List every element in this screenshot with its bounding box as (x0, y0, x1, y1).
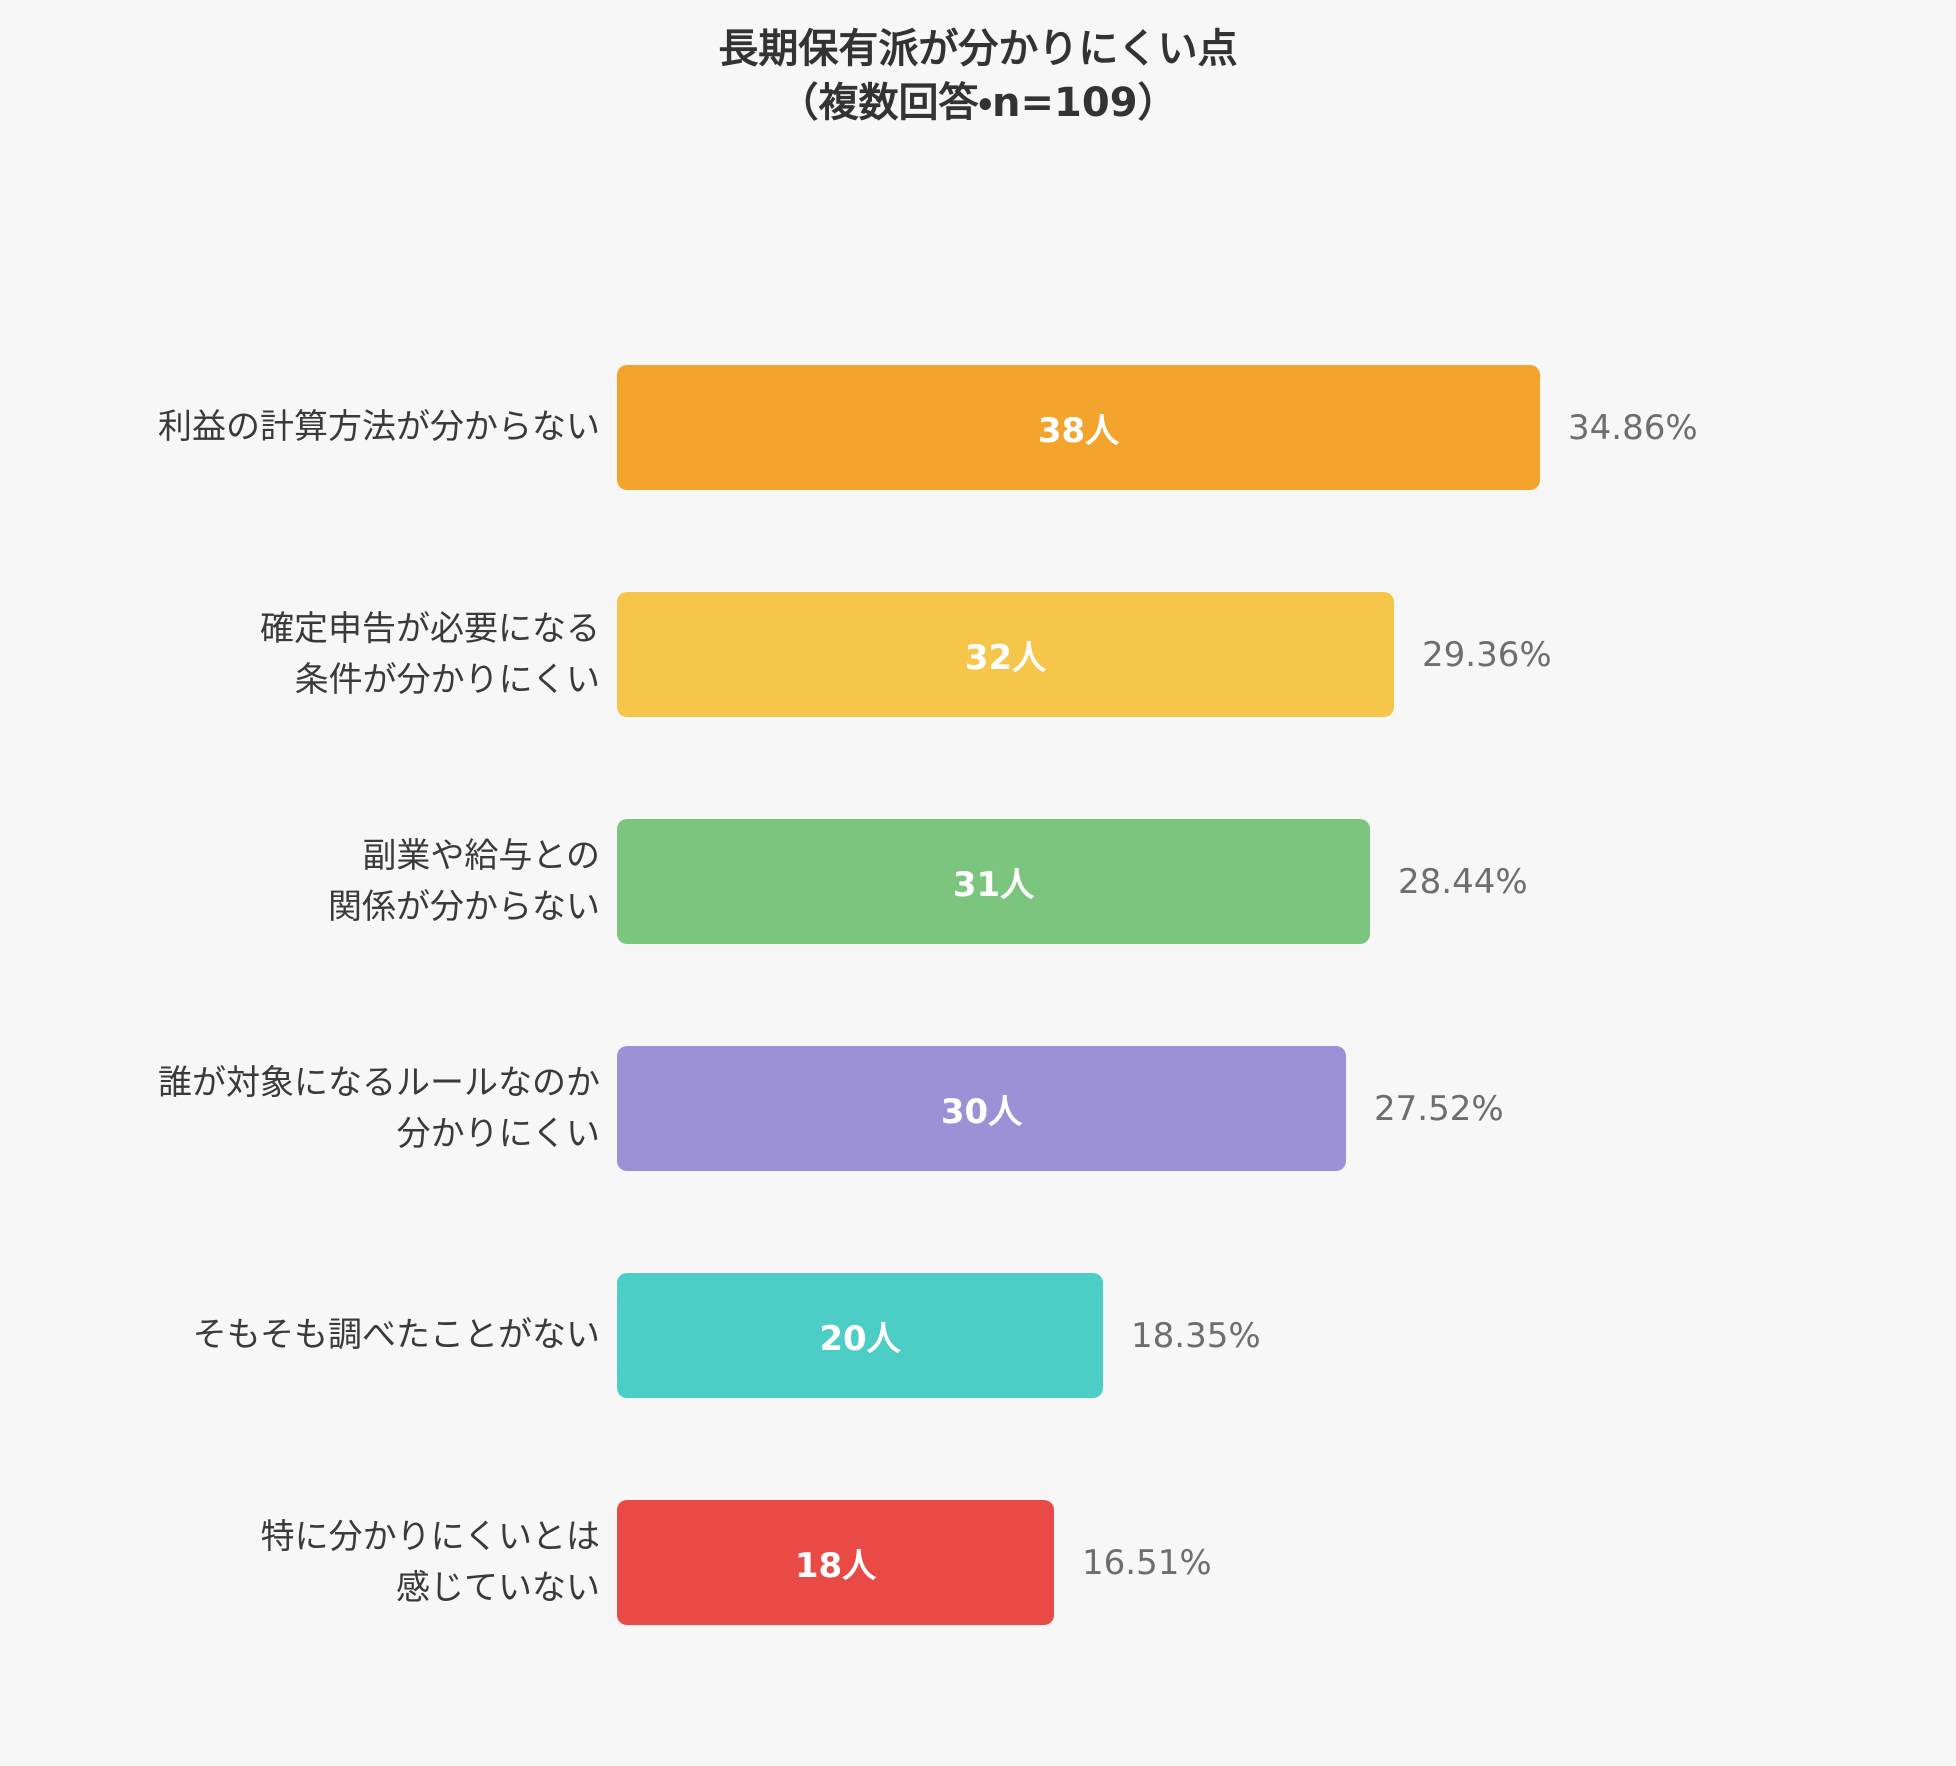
bar: 20人 (617, 1273, 1103, 1398)
bar-track: 30人 27.52% (617, 1046, 1504, 1171)
bar-value-label: 32人 (964, 638, 1047, 678)
bar-value-label: 20人 (819, 1319, 901, 1359)
bar-row: 確定申告が必要になる 条件が分かりにくい 32人 29.36% (0, 541, 1956, 768)
bar-value-label: 30人 (940, 1092, 1023, 1132)
percent-label: 16.51% (1082, 1542, 1212, 1583)
bar: 38人 (617, 365, 1540, 490)
bar-row: 利益の計算方法が分からない 38人 34.86% (0, 314, 1956, 541)
bar-row: 副業や給与との 関係が分からない 31人 28.44% (0, 768, 1956, 995)
bar-value-label: 18人 (794, 1546, 877, 1586)
percent-label: 18.35% (1131, 1315, 1261, 1356)
percent-label: 28.44% (1398, 861, 1528, 902)
bar: 30人 (617, 1046, 1346, 1171)
chart-title: 長期保有派が分かりにくい点 （複数回答・n=109） (0, 22, 1956, 130)
bar-track: 20人 18.35% (617, 1273, 1261, 1398)
bar-track: 18人 16.51% (617, 1500, 1212, 1625)
bar-track: 38人 34.86% (617, 365, 1698, 490)
percent-label: 27.52% (1374, 1088, 1504, 1129)
bar-value-label: 38人 (1037, 411, 1120, 451)
percent-label: 29.36% (1422, 634, 1552, 675)
category-label: 誰が対象になるルールなのか 分かりにくい (158, 1062, 600, 1154)
bar-row: 特に分かりにくいとは 感じていない 18人 16.51% (0, 1449, 1956, 1676)
chart-title-line2: （複数回答・n=109） (778, 80, 1178, 126)
bar-track: 31人 28.44% (617, 819, 1528, 944)
bar-value-label: 31人 (952, 865, 1035, 905)
bar-rows: 利益の計算方法が分からない 38人 34.86% 確定申告が必要になる 条件が分… (0, 314, 1956, 1676)
category-label: そもそも調べたことがない (192, 1315, 600, 1355)
bar: 31人 (617, 819, 1370, 944)
bar-row: 誰が対象になるルールなのか 分かりにくい 30人 27.52% (0, 995, 1956, 1222)
category-label: 副業や給与との 関係が分からない (328, 835, 600, 927)
bar-track: 32人 29.36% (617, 592, 1552, 717)
category-label: 確定申告が必要になる 条件が分かりにくい (260, 608, 600, 700)
bar-row: そもそも調べたことがない 20人 18.35% (0, 1222, 1956, 1449)
category-label: 利益の計算方法が分からない (158, 407, 600, 447)
percent-label: 34.86% (1568, 407, 1698, 448)
category-label: 特に分かりにくいとは 感じていない (260, 1516, 600, 1608)
bar: 32人 (617, 592, 1394, 717)
chart-title-line1: 長期保有派が分かりにくい点 (718, 26, 1238, 72)
bar: 18人 (617, 1500, 1054, 1625)
